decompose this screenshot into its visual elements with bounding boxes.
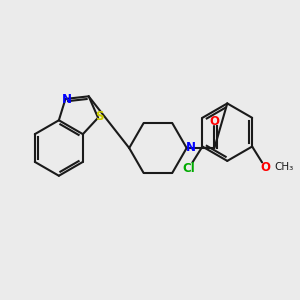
Text: Cl: Cl [182,162,195,175]
Text: O: O [209,115,219,128]
Text: N: N [186,140,196,154]
Text: CH₃: CH₃ [274,162,293,172]
Text: N: N [61,93,71,106]
Text: O: O [260,161,270,174]
Text: S: S [95,110,103,123]
